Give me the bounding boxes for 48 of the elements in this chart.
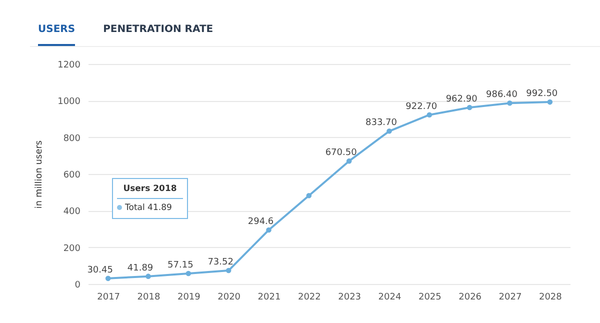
point xyxy=(346,158,352,164)
data-label: 41.89 xyxy=(127,263,154,274)
tooltip-box: Users 2018 Total 41.89 xyxy=(112,178,188,219)
data-label: 992.50 xyxy=(526,89,558,100)
point xyxy=(306,192,312,198)
x-tick-label: 2028 xyxy=(538,292,562,302)
data-label: 833.70 xyxy=(366,118,398,128)
x-tick-label: 2023 xyxy=(338,292,362,302)
data-label: 670.50 xyxy=(325,148,358,158)
point xyxy=(105,276,111,282)
data-label: 962.90 xyxy=(446,94,478,104)
point xyxy=(146,274,151,279)
text: USERS xyxy=(38,24,76,46)
x-tick-label: 2020 xyxy=(218,292,241,302)
text: PENETRATION RATE xyxy=(103,24,214,37)
y-tick-label: 800 xyxy=(63,134,81,144)
data-label: 57.15 xyxy=(168,260,194,271)
annotation: Total 41.89 xyxy=(125,203,172,213)
x-tick-label: 2017 xyxy=(97,292,120,302)
x-tick-label: 2024 xyxy=(378,292,402,302)
y-axis-title: in million users xyxy=(34,140,45,209)
y-tick-label: 1000 xyxy=(58,97,81,108)
point xyxy=(226,268,232,274)
x-tick-label: 2027 xyxy=(498,292,522,302)
point xyxy=(507,100,512,106)
point xyxy=(547,99,553,105)
point xyxy=(466,104,472,110)
y-tick-label: 1200 xyxy=(58,60,81,70)
data-label: 30.45 xyxy=(87,265,113,276)
point xyxy=(186,270,192,276)
x-tick-label: 2019 xyxy=(177,292,201,302)
data-label: 922.70 xyxy=(406,102,438,112)
point xyxy=(266,227,272,233)
x-tick-label: 2026 xyxy=(458,292,482,302)
y-tick-label: 200 xyxy=(63,244,81,254)
y-tick-label: 400 xyxy=(63,207,81,218)
y-tick-label: 0 xyxy=(74,280,81,290)
x-tick-label: 2025 xyxy=(418,292,442,302)
x-tick-label: 2018 xyxy=(137,292,160,302)
point xyxy=(426,112,432,118)
data-label: 986.40 xyxy=(486,90,518,100)
x-tick-label: 2022 xyxy=(298,292,321,302)
x-tick-label: 2021 xyxy=(258,292,281,302)
data-label: 73.52 xyxy=(208,258,234,268)
data-label: 294.6 xyxy=(248,216,274,227)
y-tick-label: 600 xyxy=(63,170,81,180)
point xyxy=(386,128,392,134)
annotation: Users 2018 xyxy=(117,184,183,199)
